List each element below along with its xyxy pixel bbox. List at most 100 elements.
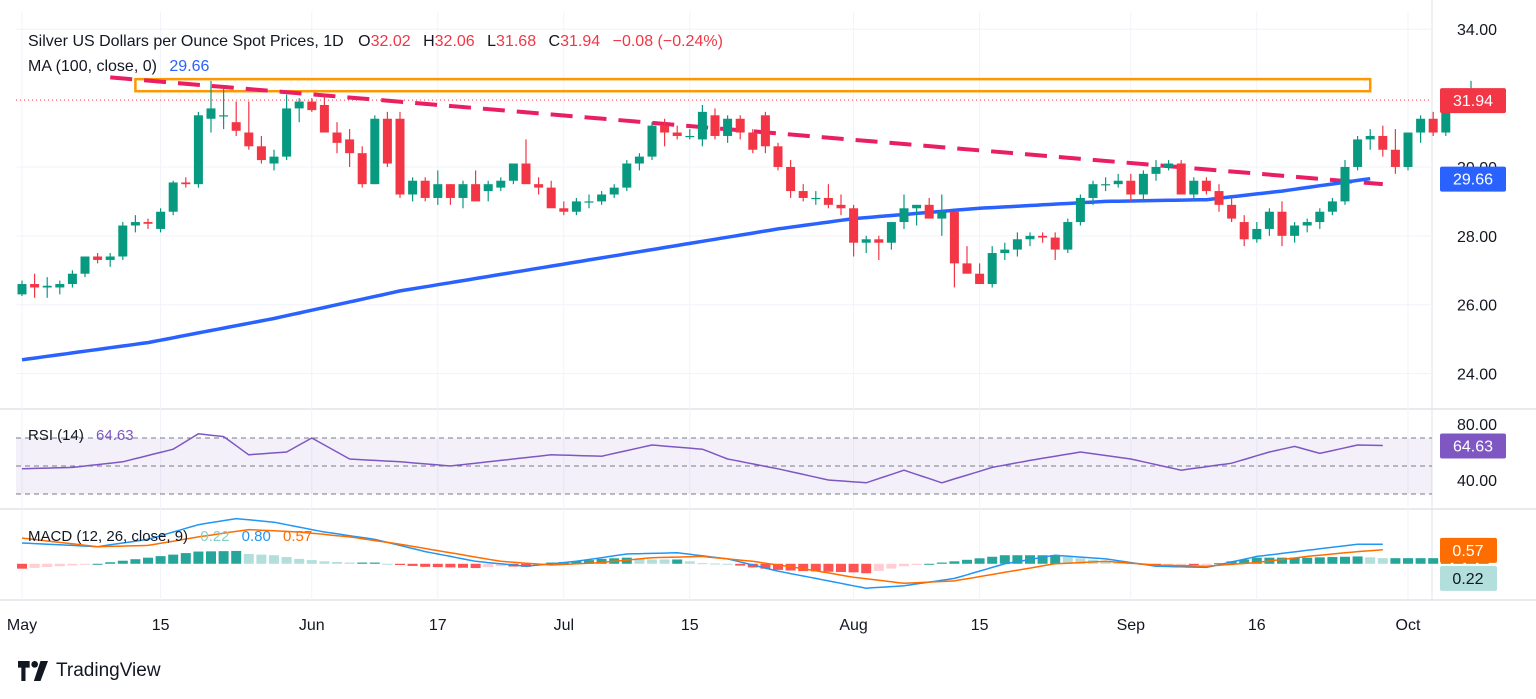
tradingview-brand[interactable]: TradingView (18, 660, 161, 682)
candle-body (445, 184, 455, 198)
candle-body (912, 204, 922, 209)
price-chart[interactable]: 80.00 40.00 64.63 0.57 0.22 May 15 Jun 17 Jul 15… (0, 0, 1536, 650)
macd-histogram-bar (596, 558, 607, 564)
macd-histogram-bar (1428, 558, 1439, 564)
macd-histogram-bar (987, 556, 998, 564)
candle-body (975, 273, 985, 285)
candle-body (874, 239, 884, 243)
candle-body (534, 184, 544, 188)
trendline (110, 75, 1383, 187)
macd-histogram-bar (1062, 556, 1073, 564)
resistance-zone (134, 77, 1372, 93)
macd-histogram-bar (344, 562, 355, 564)
macd-legend-hist: 0.22 (200, 528, 229, 545)
candle-body (143, 222, 153, 224)
candle-body (924, 204, 934, 219)
macd-histogram-bar (1289, 557, 1300, 564)
candle-body (571, 201, 581, 212)
candle-body (1264, 211, 1274, 229)
y-tick-label: 28.00 (1457, 229, 1497, 246)
candle-body (685, 135, 695, 138)
macd-histogram-bar (281, 557, 292, 564)
candle-body (987, 253, 997, 285)
macd-histogram-bar (29, 563, 40, 568)
last-price-tag (1440, 88, 1506, 114)
candle-body (483, 184, 493, 192)
x-tick-label: 15 (681, 617, 699, 634)
macd-histogram-bar (143, 557, 153, 564)
candle-body (1416, 118, 1426, 133)
candle-body (168, 182, 178, 212)
candle-body (1353, 139, 1363, 167)
candle-body (105, 256, 115, 260)
x-tick-label: Oct (1396, 617, 1421, 634)
candle-body (798, 191, 808, 198)
macd-histogram-bar (306, 560, 317, 564)
candle-body (67, 273, 77, 285)
candle-body (458, 184, 468, 198)
macd-histogram-bar (810, 563, 821, 572)
macd-histogram-bar (571, 561, 582, 564)
candle-body (206, 108, 216, 119)
candle-body (1151, 166, 1161, 174)
x-tick-label: 16 (1248, 617, 1266, 634)
macd-histogram-bar (886, 563, 897, 569)
candle-body (1126, 180, 1136, 195)
candle-body (1227, 204, 1237, 219)
x-tick-label: 15 (971, 617, 989, 634)
x-tick-label: Aug (839, 617, 867, 634)
macd-signal-line (21, 528, 1383, 585)
macd-histogram-bar (1214, 563, 1224, 565)
macd-histogram-bar (1377, 558, 1388, 564)
candle-body (345, 139, 355, 154)
candle-body (1378, 135, 1388, 150)
candle-body (723, 118, 733, 136)
ma-price-tag (1440, 166, 1506, 192)
candle-body (282, 108, 292, 157)
candle-body (584, 201, 594, 203)
macd-histogram-bar (1012, 555, 1023, 564)
macd-histogram-bar (483, 563, 494, 568)
macd-histogram-bar (911, 563, 922, 565)
macd-histogram-bar (760, 563, 771, 569)
candle-body (420, 180, 430, 198)
macd-histogram-bar (1277, 557, 1287, 564)
brand-name: TradingView (56, 660, 161, 681)
candle-body (269, 156, 279, 164)
macd-histogram-bar (735, 563, 746, 566)
candles (17, 80, 1489, 298)
candle-body (823, 197, 833, 205)
candle-body (697, 111, 707, 140)
axes: May15Jun17Jul15Aug15Sep16Oct34.0030.0028… (7, 22, 1506, 634)
macd-histogram-bar (231, 550, 242, 564)
macd-histogram-bar (319, 561, 330, 564)
macd-histogram-bar (647, 559, 657, 564)
macd-histogram-bar (899, 563, 909, 567)
macd-legend-signal: 0.57 (283, 528, 312, 545)
candle-body (193, 115, 203, 185)
ma-legend: MA (100, close, 0) 29.66 (28, 58, 210, 75)
macd-histogram-bar (1163, 563, 1174, 565)
macd-histogram-bar (445, 563, 456, 568)
x-tick-label: Sep (1117, 617, 1146, 634)
macd-histogram-bar (269, 555, 279, 564)
candle-body (1302, 222, 1312, 226)
candle-body (886, 222, 896, 243)
macd-histogram-bar (584, 560, 594, 564)
candle-body (1000, 249, 1010, 254)
ma-legend-value: 29.66 (169, 58, 209, 75)
macd-histogram-bar (256, 554, 267, 564)
rsi-value-label: 64.63 (1453, 439, 1493, 456)
low-value: 31.68 (496, 33, 536, 50)
macd-legend: MACD (12, 26, close, 9) 0.22 0.80 0.57 (28, 528, 312, 545)
candle-body (622, 163, 632, 188)
rsi-axis-label: 80.00 (1457, 417, 1497, 434)
rsi-value-tag (1440, 433, 1506, 459)
macd-histogram-bar (521, 563, 531, 567)
candle-body (1315, 211, 1325, 223)
macd-signal-label: 0.57 (1452, 543, 1483, 560)
macd-histogram-bar (684, 561, 695, 564)
candle-body (1012, 239, 1022, 250)
macd-histogram-bar (80, 563, 90, 565)
macd-histogram-bar (924, 563, 935, 565)
